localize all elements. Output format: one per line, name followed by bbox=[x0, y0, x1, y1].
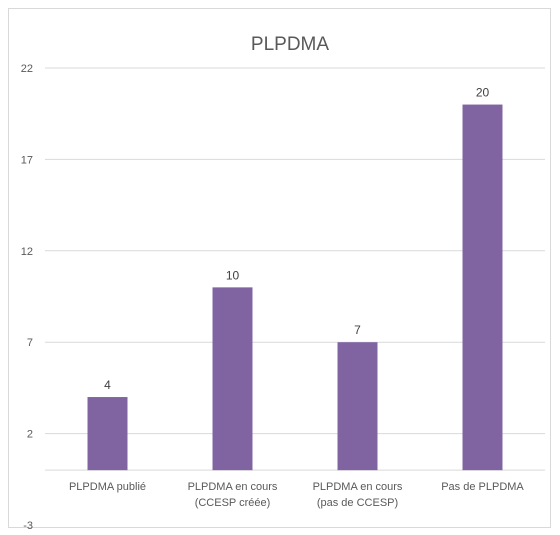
data-label: 10 bbox=[226, 268, 240, 282]
y-tick-label: 2 bbox=[27, 429, 33, 441]
data-label: 7 bbox=[354, 323, 361, 337]
data-labels: 4 10 7 20 bbox=[104, 86, 489, 392]
x-category-label: PLPDMA en cours bbox=[313, 481, 403, 493]
data-label: 20 bbox=[476, 86, 490, 100]
x-category-label: PLPDMA en cours bbox=[188, 481, 278, 493]
y-tick-label: -3 bbox=[23, 520, 33, 532]
y-tick-label: 7 bbox=[27, 337, 33, 349]
x-category-label: Pas de PLPDMA bbox=[441, 481, 524, 493]
bar bbox=[462, 104, 503, 471]
bar bbox=[87, 397, 128, 471]
chart-title: PLPDMA bbox=[251, 34, 329, 55]
x-category-label: PLPDMA publié bbox=[69, 481, 146, 493]
y-tick-label: 17 bbox=[21, 154, 33, 166]
y-tick-label: 12 bbox=[21, 246, 33, 258]
y-tick-label: 22 bbox=[21, 63, 33, 75]
gridlines bbox=[45, 67, 545, 471]
x-category-label: (pas de CCESP) bbox=[317, 497, 398, 509]
x-category-label: (CCESP créée) bbox=[195, 497, 271, 509]
bar bbox=[337, 342, 378, 471]
x-axis-categories: PLPDMA publié PLPDMA en cours (CCESP créée… bbox=[69, 481, 524, 509]
bar bbox=[212, 287, 253, 471]
bars bbox=[87, 104, 503, 471]
y-axis-ticks: 22 17 12 7 2 -3 bbox=[21, 63, 33, 532]
data-label: 4 bbox=[104, 378, 111, 392]
